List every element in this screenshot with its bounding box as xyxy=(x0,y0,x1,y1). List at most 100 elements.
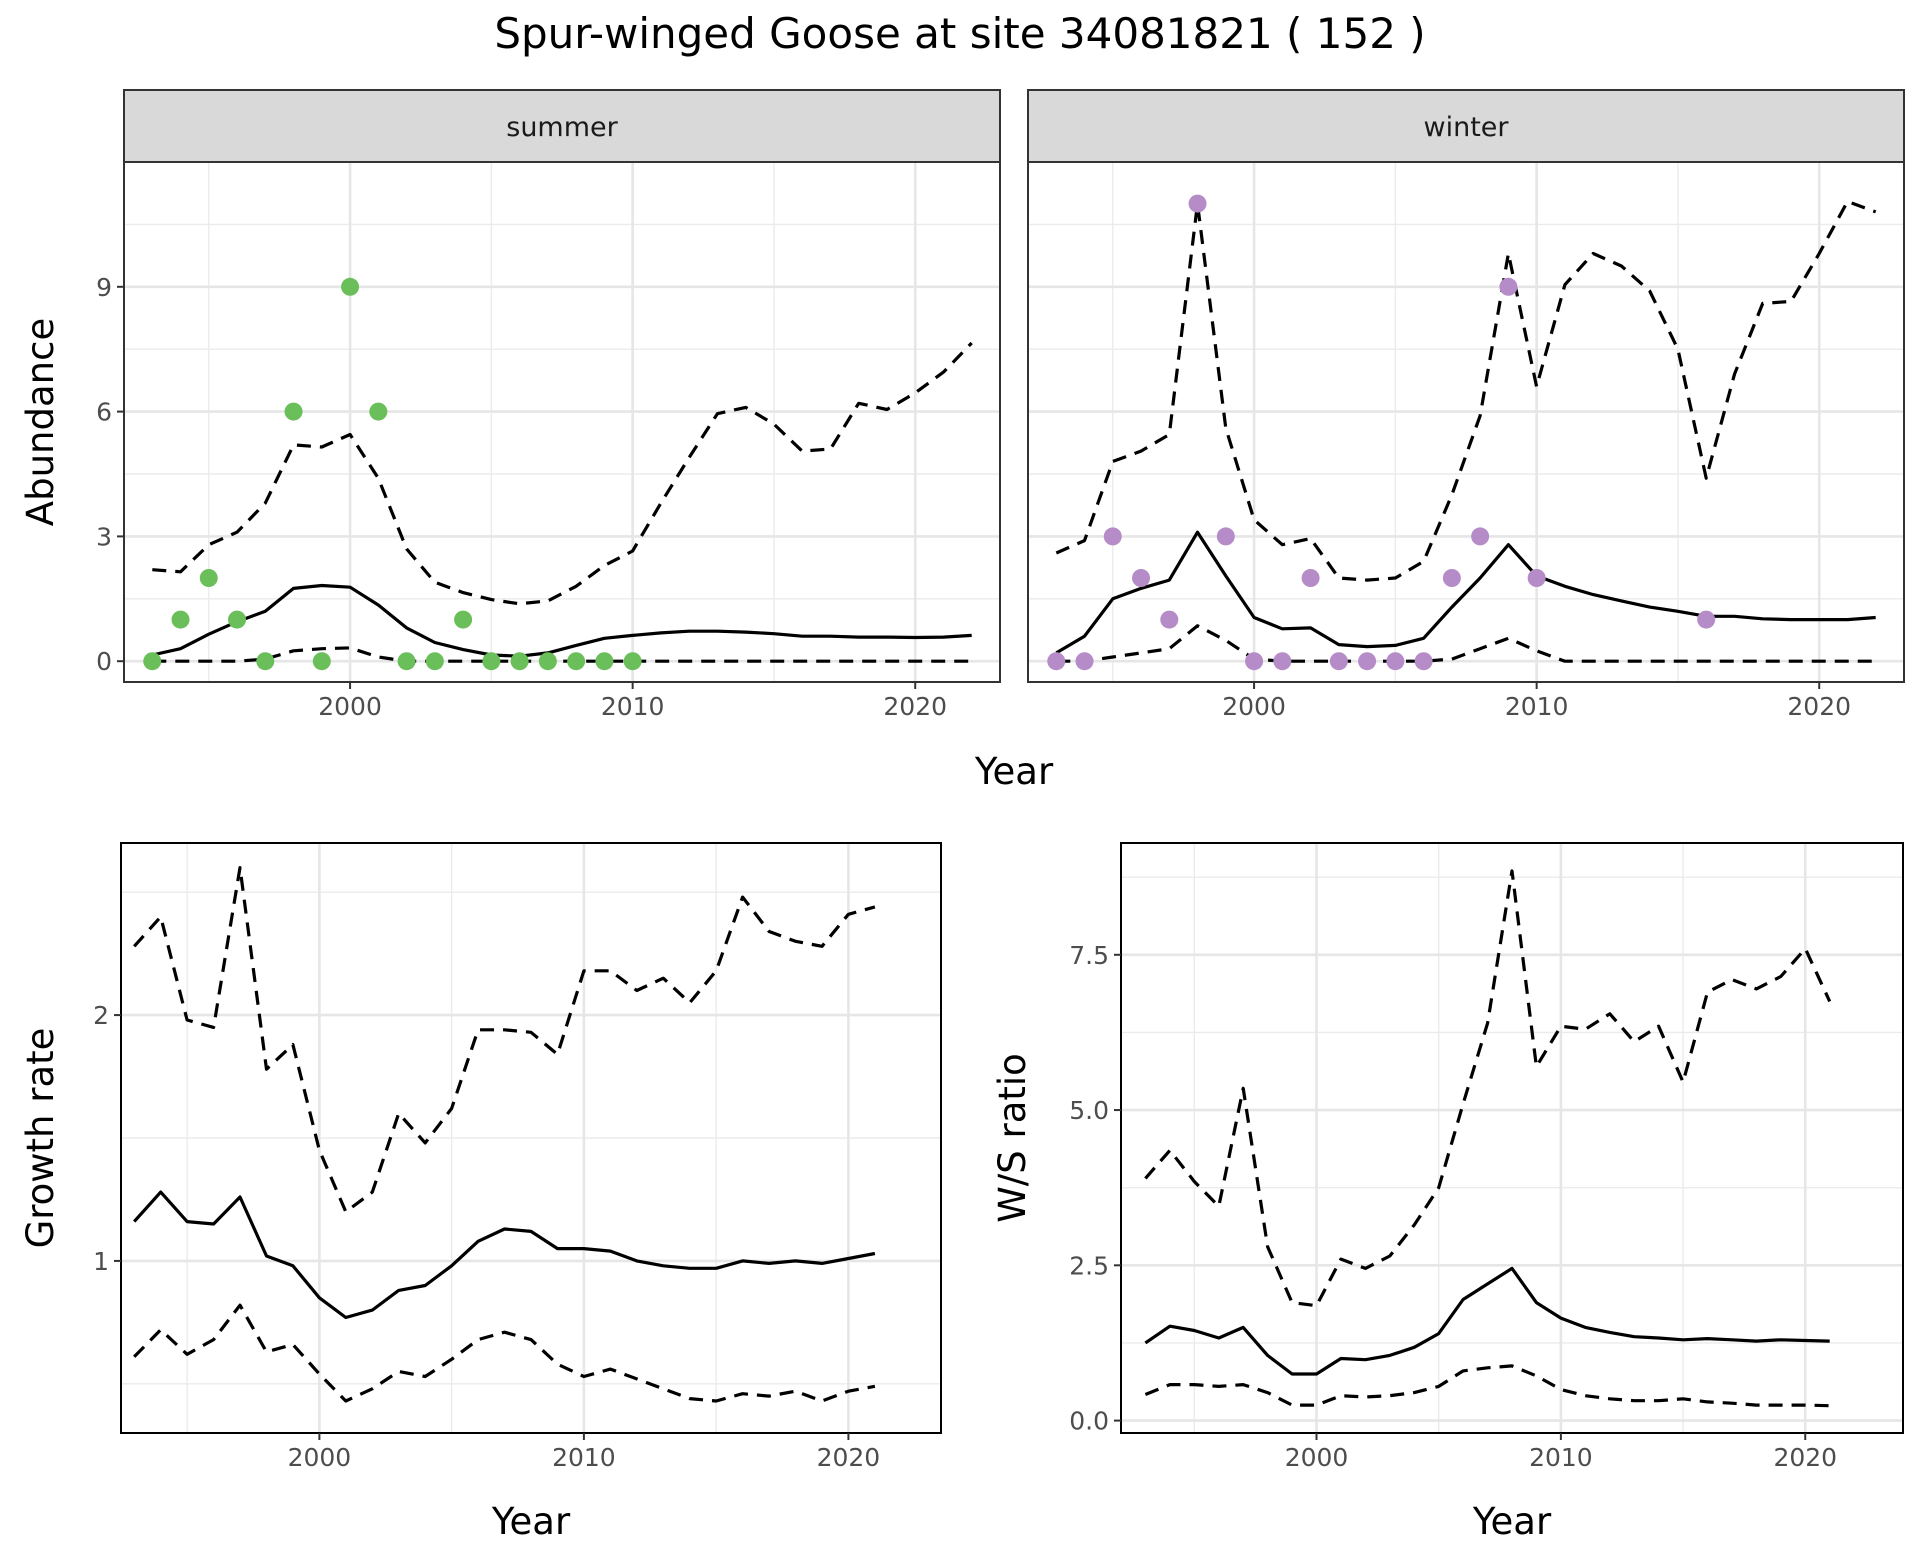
series-summer xyxy=(143,277,973,671)
panel-abundance-summer: summer 2000 2010 2020 0 3 6 9 xyxy=(96,89,1001,721)
summer-count-point xyxy=(256,652,275,671)
summer-count-point xyxy=(369,402,388,421)
winter-count-point xyxy=(1160,610,1179,629)
summer-count-point xyxy=(425,652,444,671)
winter-count-point xyxy=(1358,652,1377,671)
summer-count-point xyxy=(482,652,501,671)
winter-count-point xyxy=(1527,569,1546,587)
summer-count-point xyxy=(171,610,190,629)
y-tick-labels-ws-ratio: 0.0 2.5 5.0 7.5 xyxy=(1069,941,1121,1436)
ws-ratio-line-2 xyxy=(1144,1364,1830,1408)
ws-ratio-x-tick-label: 2010 xyxy=(1529,1443,1593,1472)
winter-count-point xyxy=(1047,652,1066,671)
summer-count-point xyxy=(199,569,218,587)
gridlines-winter xyxy=(1028,162,1904,682)
winter-lower-line xyxy=(1056,624,1876,663)
winter-count-point xyxy=(1471,527,1490,546)
figure-title: Spur-winged Goose at site 34081821 ( 152… xyxy=(494,9,1425,58)
winter-count-point xyxy=(1697,610,1716,629)
winter-count-point xyxy=(1132,569,1151,587)
summer-y-tick-label: 9 xyxy=(96,273,112,302)
winter-count-point xyxy=(1245,652,1264,671)
series-ws-ratio xyxy=(1144,869,1832,1408)
winter-count-point xyxy=(1329,652,1348,671)
y-tick-labels-abundance: 0 3 6 9 xyxy=(96,273,124,676)
plot-border-ws-ratio xyxy=(1120,842,1904,1434)
growth-rate-y-tick-label: 2 xyxy=(93,1001,109,1030)
y-axis-label-growth-rate: Growth rate xyxy=(19,1028,62,1249)
panel-growth-rate: 2000 2010 2020 12 Year Growth rate xyxy=(19,842,942,1543)
ws-ratio-y-tick-label: 0.0 xyxy=(1069,1407,1109,1436)
winter-count-point xyxy=(1301,569,1320,587)
plot-border-winter xyxy=(1027,161,1905,683)
strip-summer xyxy=(123,89,1001,163)
summer-count-point xyxy=(284,402,303,421)
winter-count-point xyxy=(1188,194,1207,213)
plot-area-summer xyxy=(124,162,1000,682)
growth-rate-line-1 xyxy=(133,865,876,1214)
winter-x-tick-label: 2020 xyxy=(1787,692,1851,721)
plot-border-summer xyxy=(123,161,1001,683)
summer-count-point xyxy=(341,277,360,296)
x-tick-labels-ws-ratio: 2000 2010 2020 xyxy=(1285,1433,1837,1472)
ws-ratio-x-tick-label: 2000 xyxy=(1285,1443,1349,1472)
winter-count-point xyxy=(1499,277,1518,296)
summer-mean-line xyxy=(151,583,972,658)
y-axis-label-ws-ratio: W/S ratio xyxy=(991,1053,1034,1223)
summer-count-point xyxy=(312,652,331,671)
summer-count-point xyxy=(538,652,557,671)
panel-abundance-winter: winter 2000 2010 2020 xyxy=(1027,89,1905,721)
winter-count-point xyxy=(1414,652,1433,671)
winter-count-point xyxy=(1216,527,1235,546)
winter-x-tick-label: 2000 xyxy=(1222,692,1286,721)
ws-ratio-y-tick-label: 7.5 xyxy=(1069,941,1109,970)
gridlines-summer xyxy=(124,162,1000,682)
winter-count-point xyxy=(1442,569,1461,587)
x-tick-labels-summer: 2000 2010 2020 xyxy=(318,682,947,721)
summer-y-tick-label: 0 xyxy=(96,647,112,676)
x-axis-label-ws-ratio: Year xyxy=(1472,1500,1552,1543)
growth-rate-x-tick-label: 2010 xyxy=(552,1443,616,1472)
winter-x-tick-label: 2010 xyxy=(1505,692,1569,721)
gridlines-growth-rate xyxy=(121,843,941,1433)
growth-rate-line-0 xyxy=(133,1190,876,1320)
winter-count-point xyxy=(1273,652,1292,671)
ws-ratio-y-tick-label: 5.0 xyxy=(1069,1096,1109,1125)
winter-upper-line xyxy=(1055,199,1877,582)
summer-x-tick-label: 2010 xyxy=(601,692,665,721)
series-growth-rate xyxy=(133,865,876,1403)
growth-rate-x-tick-label: 2000 xyxy=(288,1443,352,1472)
summer-x-tick-label: 2020 xyxy=(883,692,947,721)
summer-upper-line xyxy=(152,341,973,606)
x-tick-labels-growth-rate: 2000 2010 2020 xyxy=(288,1433,880,1472)
strip-label-winter: winter xyxy=(1424,112,1510,143)
y-axis-label-abundance: Abundance xyxy=(19,318,62,526)
growth-rate-line-2 xyxy=(133,1303,876,1403)
ws-ratio-line-1 xyxy=(1144,869,1832,1308)
summer-count-point xyxy=(454,610,473,629)
summer-count-point xyxy=(228,610,247,629)
summer-count-point xyxy=(397,652,416,671)
winter-mean-line xyxy=(1055,530,1876,655)
ws-ratio-x-tick-label: 2020 xyxy=(1773,1443,1837,1472)
winter-count-point xyxy=(1075,652,1094,671)
ws-ratio-line-0 xyxy=(1144,1266,1830,1376)
panel-ws-ratio: 2000 2010 2020 0.0 2.5 5.0 7.5 Year W/S ratio xyxy=(991,842,1904,1543)
series-winter xyxy=(1047,194,1877,671)
summer-count-point xyxy=(595,652,614,671)
plot-area-winter xyxy=(1028,162,1904,682)
summer-y-tick-label: 6 xyxy=(96,398,112,427)
summer-y-tick-label: 3 xyxy=(96,522,112,551)
summer-count-point xyxy=(143,652,162,671)
growth-rate-y-tick-label: 1 xyxy=(93,1247,109,1276)
winter-count-point xyxy=(1103,527,1122,546)
summer-count-point xyxy=(623,652,642,671)
x-axis-label-growth-rate: Year xyxy=(491,1500,571,1543)
summer-x-tick-label: 2000 xyxy=(318,692,382,721)
winter-count-point xyxy=(1386,652,1405,671)
summer-count-point xyxy=(510,652,529,671)
strip-label-summer: summer xyxy=(506,112,618,143)
ws-ratio-y-tick-label: 2.5 xyxy=(1069,1251,1109,1280)
plot-border-growth-rate xyxy=(120,842,942,1434)
